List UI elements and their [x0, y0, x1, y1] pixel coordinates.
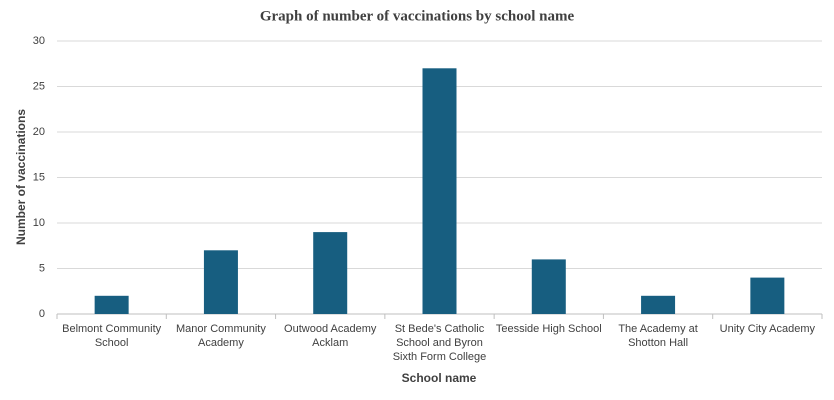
bar	[203, 250, 238, 314]
x-tick-label: Teesside High School	[495, 323, 602, 335]
y-tick-label: 30	[33, 35, 45, 47]
x-tick-label: Outwood Academy Acklam	[284, 323, 377, 349]
x-tick-label: The Academy at Shotton Hall	[618, 323, 698, 349]
y-tick-label: 10	[33, 217, 45, 229]
bar	[94, 295, 129, 314]
bar	[422, 68, 457, 314]
y-tick-label: 0	[39, 308, 45, 320]
x-axis-label: School name	[402, 371, 477, 385]
x-tick-label: Manor Community Academy	[175, 323, 266, 349]
chart-title: Graph of number of vaccinations by schoo…	[260, 8, 575, 24]
bar	[641, 295, 676, 314]
x-tick-label: Belmont Community School	[62, 323, 162, 349]
y-tick-label: 20	[33, 126, 45, 138]
bar	[313, 232, 348, 314]
x-tick-label: Unity City Academy	[719, 323, 816, 335]
y-tick-label: 5	[39, 262, 45, 274]
bar	[531, 259, 566, 314]
x-tick-label: St Bede's Catholic School and Byron Sixt…	[392, 323, 487, 363]
y-tick-label: 15	[33, 171, 45, 183]
bar	[750, 277, 785, 314]
y-tick-label: 25	[33, 80, 45, 92]
y-axis-label: Number of vaccinations	[14, 109, 28, 245]
